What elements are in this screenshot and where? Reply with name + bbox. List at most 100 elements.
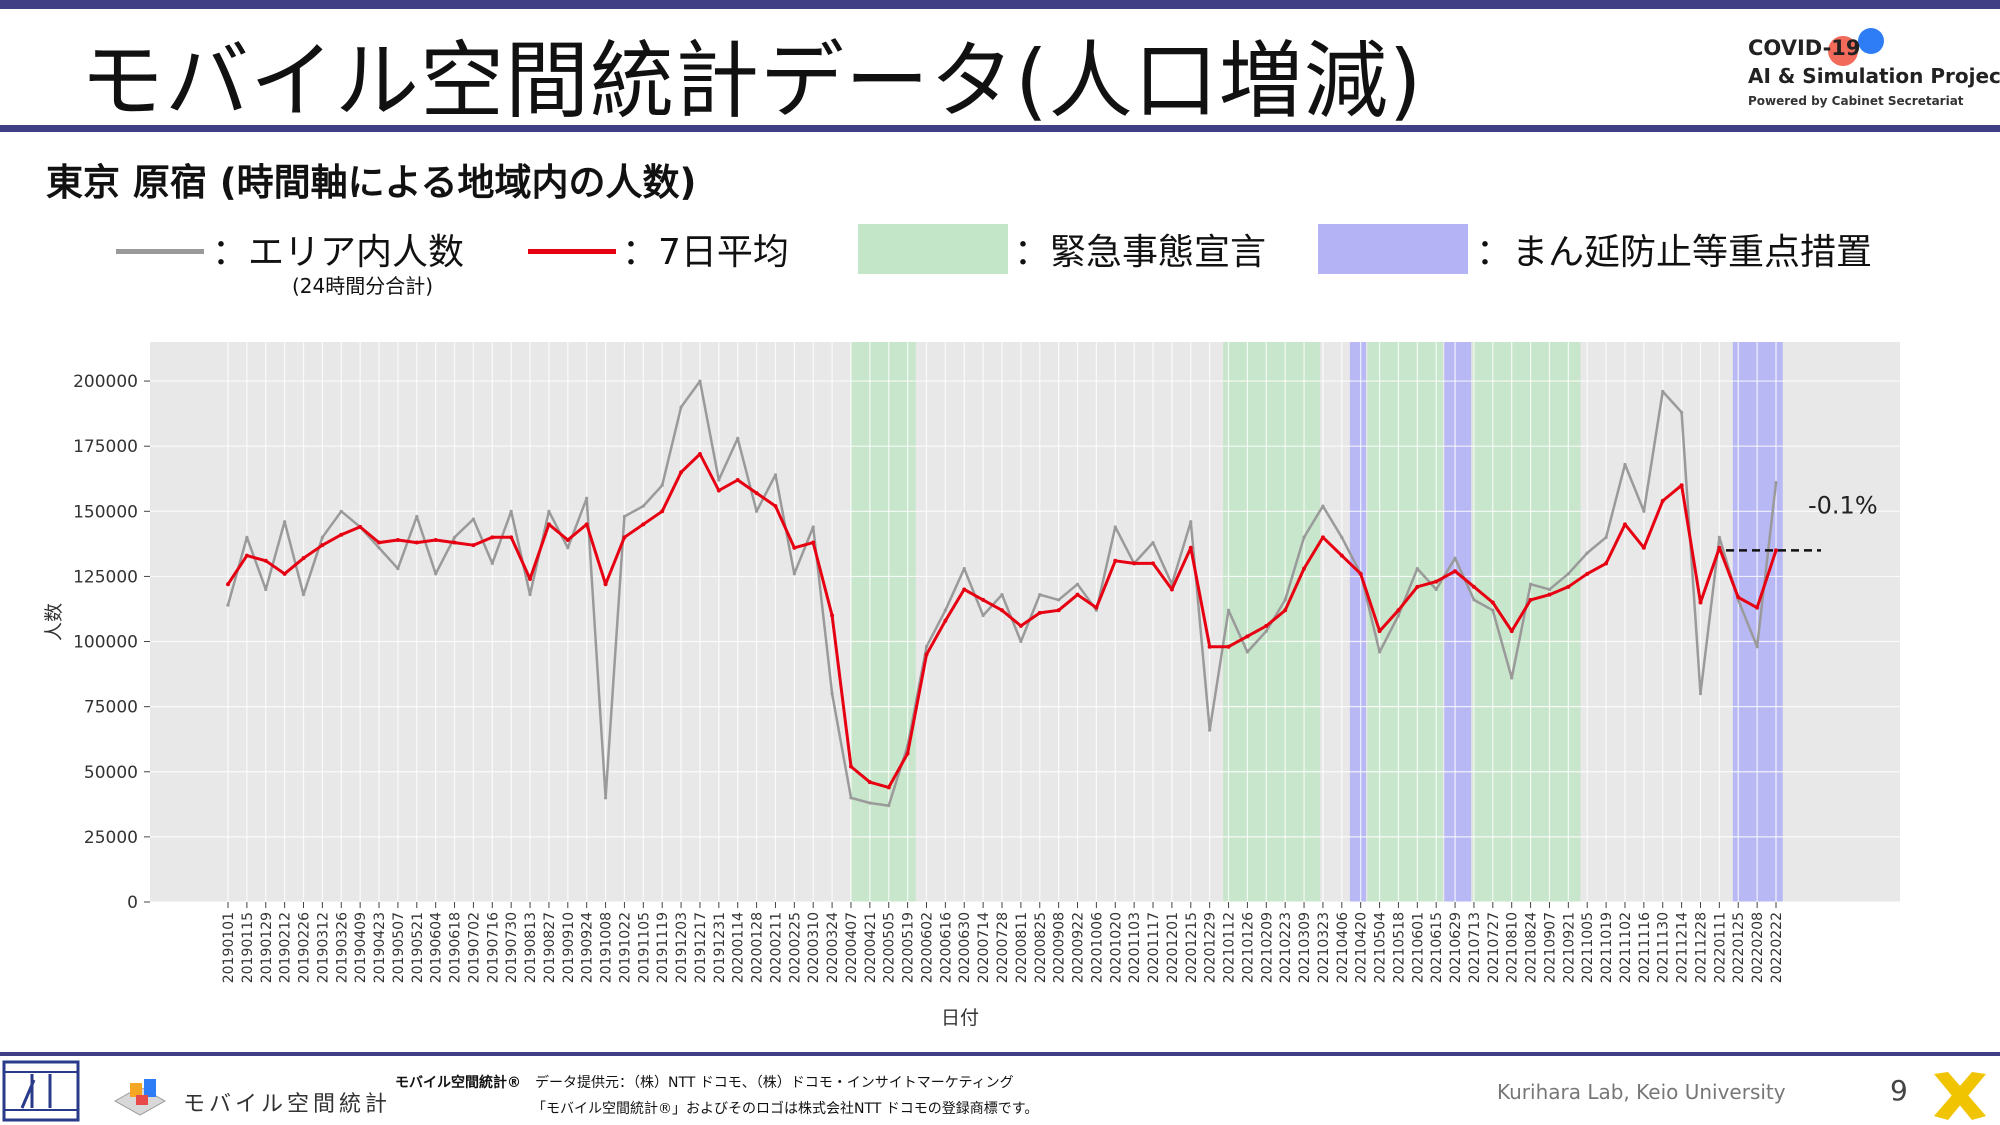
avg-point	[1169, 587, 1174, 592]
x-tick-label: 20210810	[1505, 912, 1521, 983]
raw-point	[1528, 582, 1533, 586]
footer-trademark: 「モバイル空間統計®」およびそのロゴは株式会社NTT ドコモの登録商標です。	[532, 1101, 1039, 1117]
avg-point	[867, 780, 872, 785]
raw-point	[641, 504, 645, 508]
avg-point	[660, 509, 665, 514]
x-tick-label: 20200114	[731, 912, 747, 983]
x-tick-label: 20211228	[1693, 912, 1709, 983]
x-tick-label: 20200630	[957, 912, 973, 983]
avg-point	[1566, 584, 1571, 589]
x-tick-label: 20190129	[259, 912, 275, 983]
x-tick-label: 20210309	[1297, 912, 1313, 983]
raw-point	[471, 517, 476, 521]
raw-point	[585, 496, 589, 500]
avg-point	[811, 540, 816, 545]
avg-point	[1188, 545, 1193, 550]
raw-point	[603, 796, 608, 800]
logo-line-2: AI & Simulation Project	[1748, 64, 2000, 88]
avg-point	[848, 764, 853, 769]
avg-point	[1207, 644, 1212, 649]
lab-logo-icon	[2, 1060, 80, 1122]
x-tick-label: 20191022	[617, 912, 633, 983]
raw-point	[528, 593, 532, 597]
raw-point	[698, 379, 702, 383]
x-tick-label: 20200616	[938, 912, 954, 983]
emergency-period-band	[1367, 342, 1443, 902]
raw-point	[434, 572, 438, 576]
change-annotation: -0.1%	[1808, 491, 1878, 519]
avg-point	[641, 522, 646, 527]
x-tick-label: 20200324	[825, 912, 841, 983]
x-tick-label: 20210112	[1222, 912, 1238, 983]
emergency-period-band	[1472, 342, 1581, 902]
page-title: モバイル空間統計データ(人口増減)	[80, 32, 1423, 130]
top-accent-bar	[0, 0, 2000, 9]
x-tick-label: 20220111	[1712, 912, 1728, 983]
x-tick-label: 20210907	[1542, 912, 1558, 983]
y-tick-label: 200000	[73, 372, 138, 392]
x-tick-label: 20220125	[1731, 912, 1747, 983]
x-tick-label: 20191105	[636, 912, 652, 983]
raw-point	[1774, 481, 1778, 485]
x-tick-label: 20210824	[1524, 912, 1540, 983]
legend-semi-swatch	[1318, 224, 1468, 274]
x-tick-label: 20200421	[863, 912, 879, 983]
raw-point	[1698, 692, 1703, 696]
x-tick-label: 20190423	[372, 912, 388, 983]
avg-point	[1245, 634, 1250, 639]
x-tick-label: 20201229	[1203, 912, 1219, 983]
raw-point	[1038, 593, 1042, 597]
avg-point	[282, 571, 287, 576]
x-tick-label: 20190521	[410, 912, 426, 983]
raw-point	[887, 804, 891, 808]
avg-point	[735, 478, 740, 483]
x-tick-label: 20200211	[768, 912, 784, 983]
raw-point	[1000, 593, 1004, 597]
footer-provider: データ提供元：（株）NTT ドコモ、（株）ドコモ・インサイトマーケティング	[535, 1075, 1014, 1091]
x-tick-label: 20210601	[1410, 912, 1426, 983]
x-tick-label: 20200519	[901, 912, 917, 983]
avg-point	[1037, 610, 1042, 615]
x-tick-label: 20190924	[580, 912, 596, 983]
x-tick-label: 20200128	[750, 912, 766, 983]
raw-point	[415, 514, 419, 519]
semi-emergency-period-band	[1444, 342, 1472, 902]
legend-avg-label: ：7日平均	[622, 232, 789, 273]
x-tick-label: 20190618	[448, 912, 464, 983]
avg-point	[1377, 629, 1382, 634]
raw-point	[547, 509, 551, 513]
raw-point	[962, 567, 966, 571]
raw-point	[264, 587, 268, 592]
avg-point	[339, 532, 344, 537]
x-tick-label: 20201201	[1165, 912, 1181, 983]
avg-point	[754, 491, 759, 496]
avg-point	[1264, 623, 1269, 628]
x-tick-label: 20200310	[806, 912, 822, 983]
raw-point	[773, 473, 778, 477]
raw-point	[1321, 504, 1325, 508]
mobile-stats-logo-icon	[113, 1079, 167, 1116]
avg-point	[1509, 629, 1514, 634]
raw-point	[1680, 410, 1684, 414]
avg-point	[697, 452, 702, 456]
raw-point	[830, 692, 834, 696]
x-tick-label: 20200811	[1014, 912, 1030, 983]
avg-point	[603, 582, 608, 587]
raw-point	[1547, 587, 1552, 592]
avg-point	[1132, 561, 1137, 566]
x-tick-label: 20190212	[278, 912, 294, 983]
raw-point	[1623, 462, 1627, 467]
y-tick-label: 100000	[73, 633, 138, 653]
raw-point	[736, 436, 740, 440]
raw-point	[1491, 608, 1495, 612]
logo-red-dot	[1828, 36, 1858, 66]
raw-point	[1415, 567, 1419, 571]
raw-point	[1245, 650, 1250, 654]
x-tick-label: 20190910	[561, 912, 577, 983]
x-tick-label: 20210518	[1391, 912, 1407, 983]
raw-point	[1075, 582, 1080, 586]
raw-point	[1189, 520, 1193, 524]
avg-point	[1094, 605, 1099, 610]
avg-point	[490, 535, 495, 540]
page-number: 9	[1890, 1074, 1908, 1107]
